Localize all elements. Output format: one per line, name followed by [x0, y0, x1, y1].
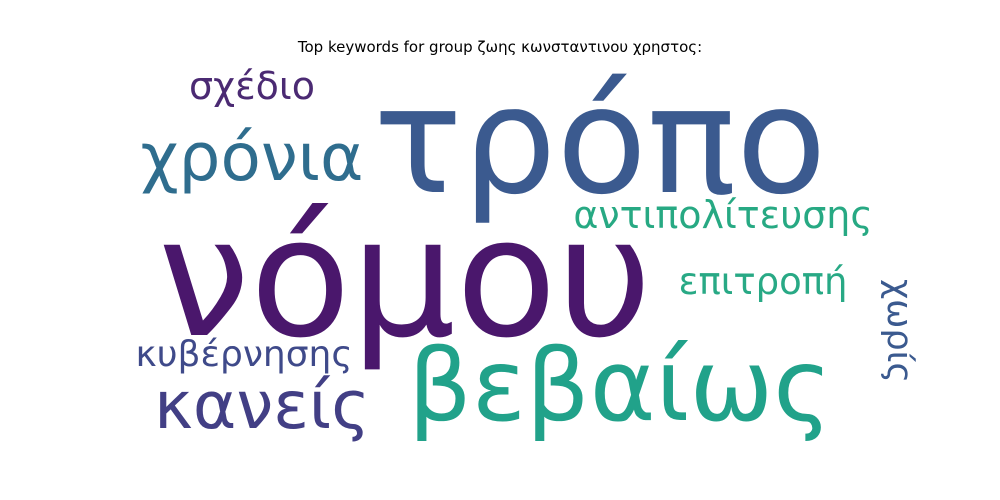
word-schedio: σχέδιο [189, 64, 315, 108]
word-nomou: νόμου [158, 182, 653, 374]
word-kyvernisis: κυβέρνησης [135, 334, 352, 375]
word-epitropi: επιτροπή [679, 260, 848, 303]
word-choris: χωρίς [879, 279, 919, 383]
word-tropo: τρόπο [373, 55, 826, 227]
word-vevaios: βεβαίως [408, 327, 832, 444]
word-antipoliteusis: αντιπολίτευσης [573, 193, 872, 237]
word-kaneis: κανείς [154, 367, 370, 444]
chart-title: Top keywords for group ζωης κωνσταντινου… [297, 38, 703, 56]
word-chronia: χρόνια [140, 119, 363, 196]
